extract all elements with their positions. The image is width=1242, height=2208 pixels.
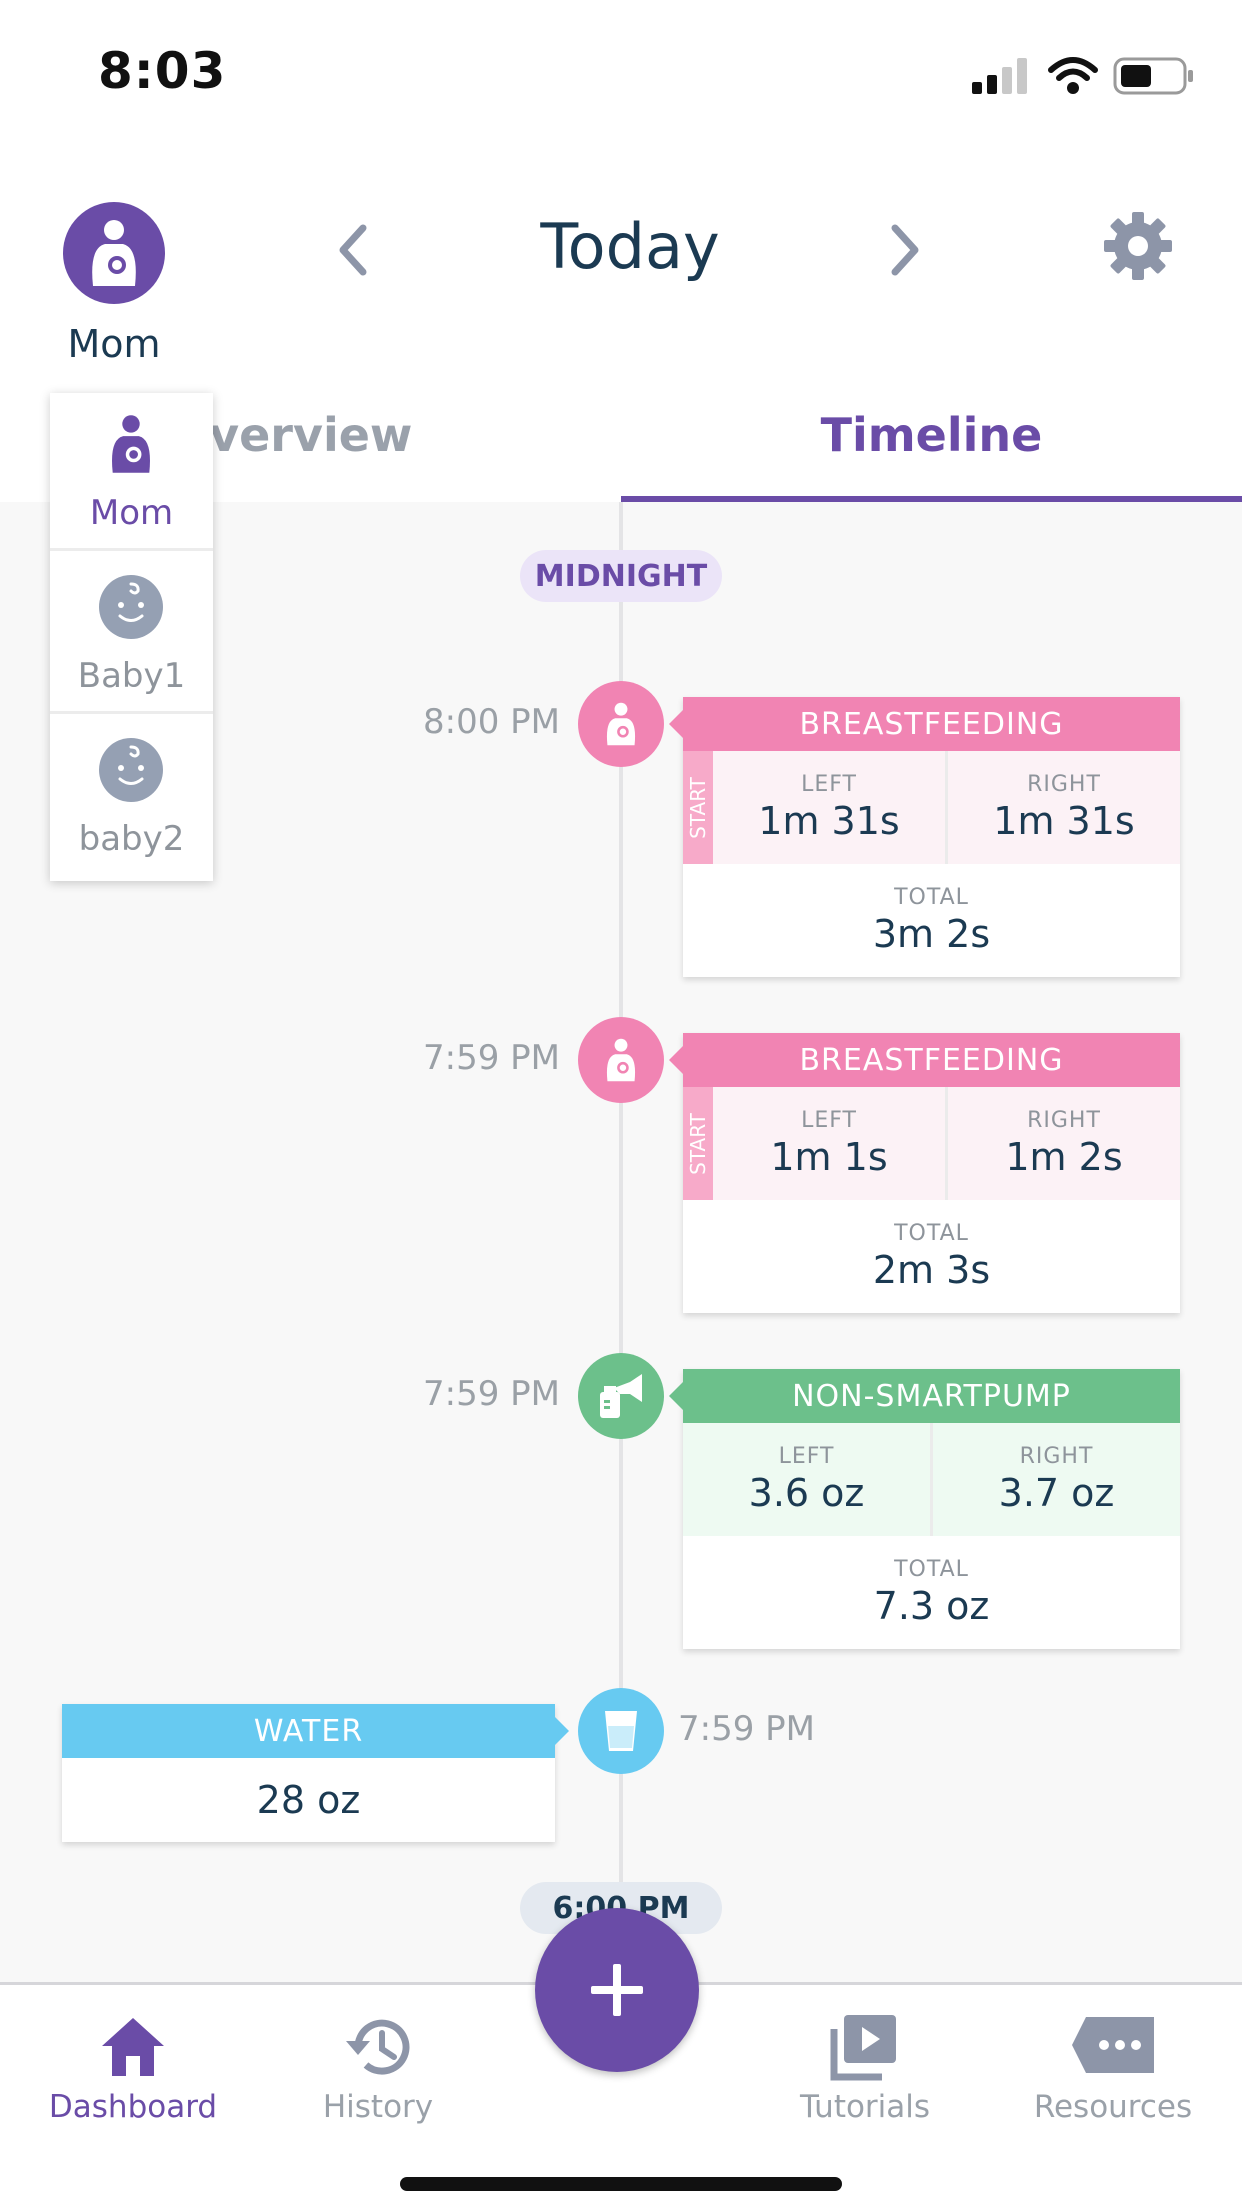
- tab-timeline-label: Timeline: [820, 408, 1043, 462]
- chevron-left-icon: [339, 224, 367, 276]
- card-pointer: [555, 1717, 569, 1745]
- add-entry-button[interactable]: [535, 1908, 699, 2072]
- chevron-right-icon: [891, 224, 919, 276]
- entry-time: 8:00 PM: [423, 702, 560, 742]
- profile-name: Mom: [67, 322, 161, 366]
- prev-day-button[interactable]: [322, 212, 382, 288]
- breastfeeding-icon: [606, 1038, 636, 1082]
- nav-resources[interactable]: Resources: [1020, 2005, 1206, 2135]
- card-title: BREASTFEEDING: [683, 697, 1180, 751]
- nav-label: Tutorials: [799, 2089, 931, 2125]
- profile-avatar[interactable]: [63, 202, 165, 304]
- add-icon: [591, 1964, 643, 2016]
- water-amount: 28 oz: [256, 1778, 361, 1822]
- next-day-button[interactable]: [876, 212, 936, 288]
- profile-option-baby2[interactable]: baby2: [50, 717, 213, 881]
- timeline-line: [619, 502, 623, 1982]
- baby-face-icon: [98, 574, 164, 640]
- nav-label: History: [322, 2089, 434, 2125]
- total-duration: TOTAL 3m 2s: [872, 885, 991, 956]
- right-side-volume: RIGHT 3.7 oz: [930, 1423, 1180, 1536]
- gear-icon: [1104, 212, 1172, 280]
- home-indicator: [400, 2177, 842, 2191]
- breastfeeding-icon: [606, 702, 636, 746]
- entry-time: 7:59 PM: [678, 1709, 815, 1749]
- card-title: BREASTFEEDING: [683, 1033, 1180, 1087]
- right-side-duration: RIGHT 1m 31s: [945, 751, 1180, 864]
- total-duration: TOTAL 2m 3s: [872, 1221, 991, 1292]
- water-card[interactable]: WATER 28 oz: [62, 1704, 569, 1842]
- home-icon: [100, 2015, 166, 2079]
- profile-option-mom[interactable]: Mom: [50, 393, 213, 551]
- breastfeeding-card[interactable]: BREASTFEEDING START LEFT 1m 31s RIGHT 1m…: [669, 697, 1180, 977]
- card-title: NON-SMARTPUMP: [683, 1369, 1180, 1423]
- midnight-marker: MIDNIGHT: [520, 550, 722, 602]
- signal-icon: [972, 56, 1030, 96]
- pump-icon: [600, 1374, 642, 1418]
- timeline-node-water: [578, 1688, 664, 1774]
- card-pointer: [669, 710, 683, 738]
- left-side-volume: LEFT 3.6 oz: [748, 1444, 865, 1515]
- timeline-node-breastfeeding: [578, 681, 664, 767]
- left-side-duration: LEFT 1m 31s: [758, 772, 900, 843]
- status-time: 8:03: [98, 42, 227, 100]
- start-side-marker: START: [683, 751, 713, 864]
- tab-timeline[interactable]: Timeline: [621, 400, 1242, 503]
- history-icon: [342, 2013, 414, 2081]
- baby-face-icon: [98, 737, 164, 803]
- profile-option-label: Baby1: [77, 656, 186, 696]
- breastfeeding-card[interactable]: BREASTFEEDING START LEFT 1m 1s RIGHT 1m …: [669, 1033, 1180, 1313]
- tab-active-indicator: [621, 496, 1242, 503]
- start-side-marker: START: [683, 1087, 713, 1200]
- left-side-duration: LEFT 1m 1s: [770, 1108, 888, 1179]
- wifi-icon: [1048, 56, 1098, 96]
- video-icon: [830, 2011, 900, 2083]
- chat-bubble-icon: [1072, 2015, 1156, 2079]
- timeline-node-breastfeeding: [578, 1017, 664, 1103]
- nav-label: Dashboard: [48, 2089, 218, 2125]
- profile-option-baby1[interactable]: Baby1: [50, 554, 213, 714]
- profile-dropdown: Mom Baby1 baby2: [50, 393, 213, 881]
- nav-tutorials[interactable]: Tutorials: [780, 2005, 950, 2135]
- water-glass-icon: [605, 1711, 637, 1751]
- battery-icon: [1113, 56, 1195, 96]
- breastfeeding-icon: [92, 220, 136, 286]
- card-title: WATER: [62, 1704, 555, 1758]
- entry-time: 7:59 PM: [423, 1374, 560, 1414]
- nav-dashboard[interactable]: Dashboard: [30, 2005, 236, 2135]
- total-volume: TOTAL 7.3 oz: [873, 1557, 990, 1628]
- timeline-node-pump: [578, 1353, 664, 1439]
- settings-button[interactable]: [1098, 206, 1178, 286]
- entry-time: 7:59 PM: [423, 1038, 560, 1078]
- card-pointer: [669, 1046, 683, 1074]
- page-title: Today: [540, 210, 720, 283]
- profile-option-label: Mom: [89, 493, 174, 533]
- midnight-marker-label: MIDNIGHT: [534, 558, 708, 594]
- card-pointer: [669, 1382, 683, 1410]
- nav-history[interactable]: History: [290, 2005, 466, 2135]
- profile-option-label: baby2: [78, 819, 185, 859]
- pump-card[interactable]: NON-SMARTPUMP LEFT 3.6 oz RIGHT 3.7 oz T…: [669, 1369, 1180, 1649]
- right-side-duration: RIGHT 1m 2s: [945, 1087, 1180, 1200]
- nav-label: Resources: [1033, 2089, 1193, 2125]
- mom-icon: [101, 411, 161, 477]
